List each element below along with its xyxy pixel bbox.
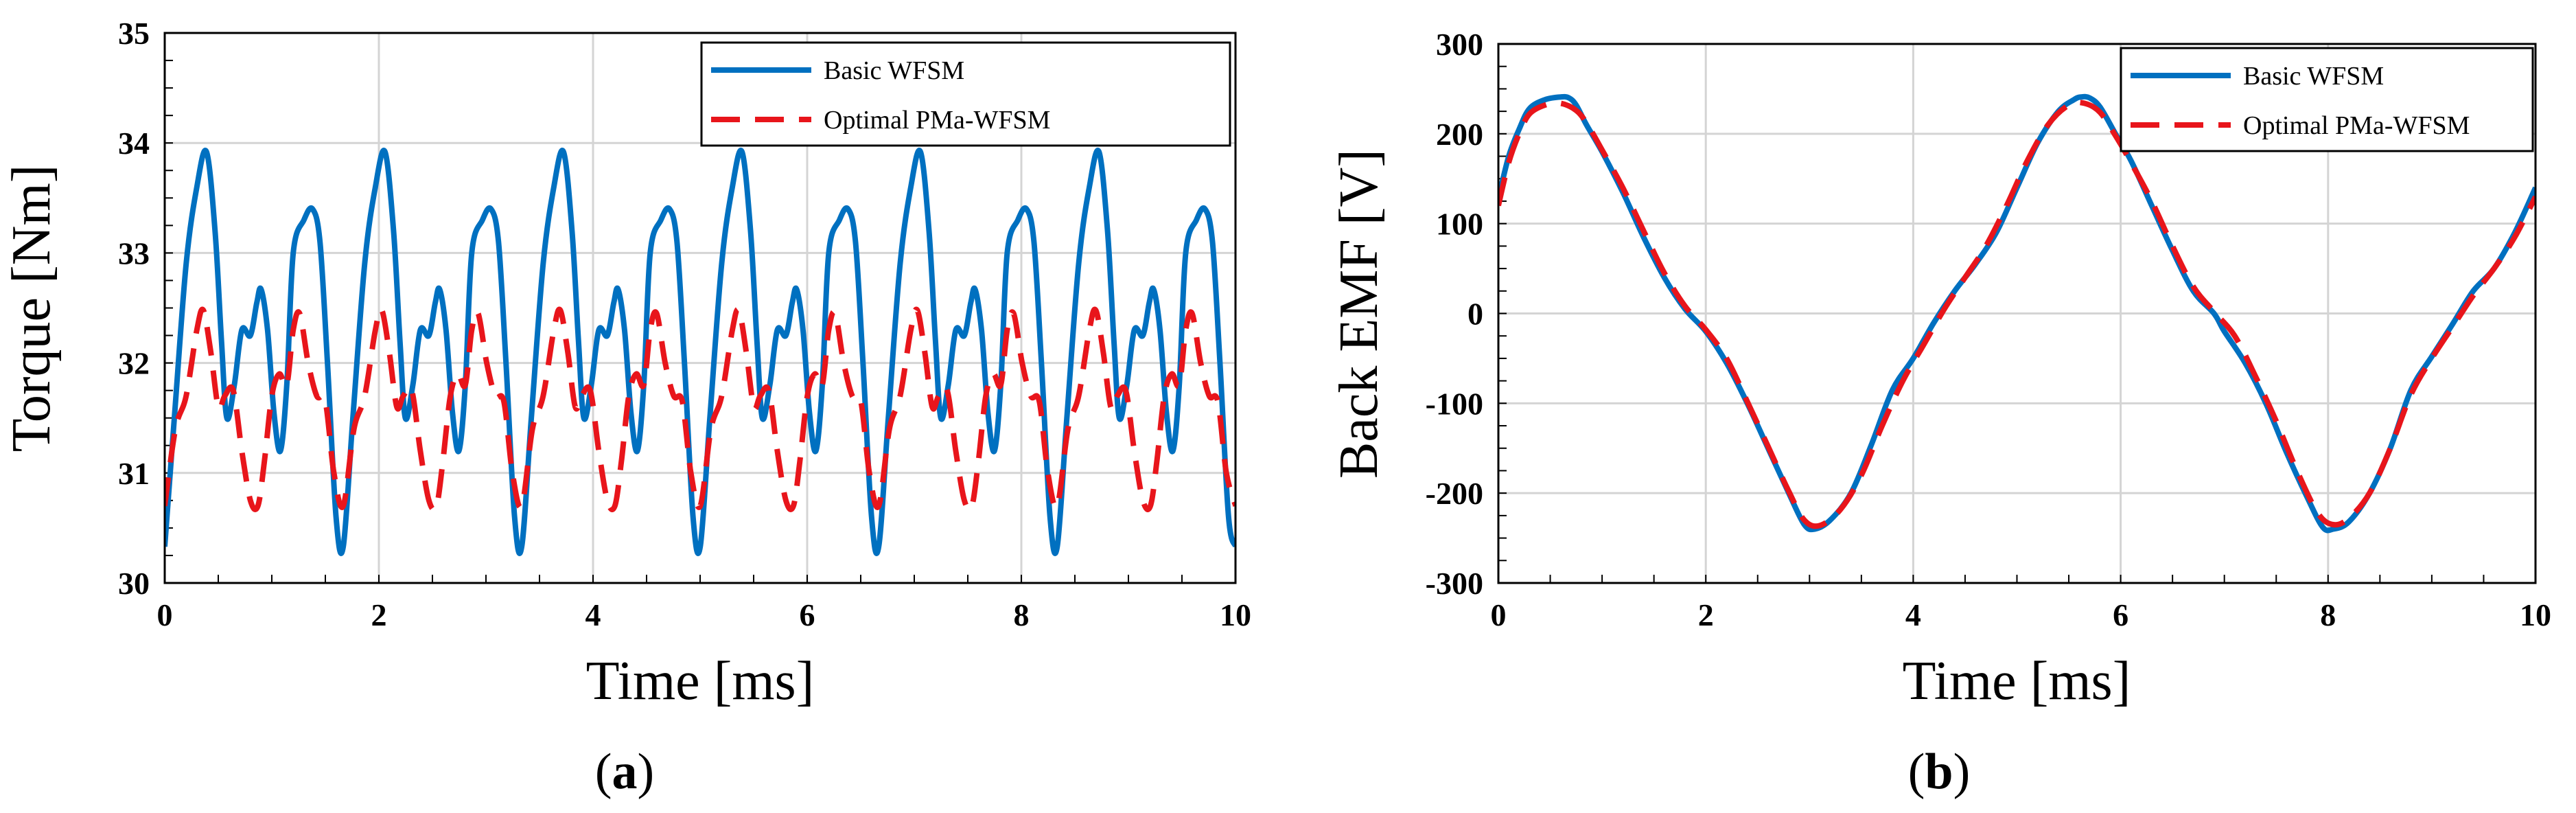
y-tick-label: -100 [1426, 386, 1483, 421]
series-line-optimal-pma-wfsm [1498, 100, 2536, 529]
plot-frame [1497, 43, 2537, 584]
y-axis-title: Torque [Nm] [1, 165, 62, 453]
x-axis-title: Time [ms] [586, 651, 815, 711]
y-tick-label: 30 [118, 566, 150, 601]
legend-label: Basic WFSM [2243, 62, 2384, 91]
x-tick-label: 0 [157, 597, 173, 632]
x-tick-label: 6 [2113, 597, 2128, 632]
legend-box [700, 41, 1231, 147]
y-tick-label: 33 [118, 236, 150, 271]
chart-panel-b: 0 2 4 6 8 10 -300 -200 -100 0 100 200 300 Basic WFSM O… [1329, 27, 2551, 800]
caption-close: ) [1953, 744, 1971, 800]
legend-label: Basic WFSM [824, 56, 964, 85]
y-tick-label: -200 [1426, 476, 1483, 511]
caption-letter: a [612, 744, 638, 800]
caption-open: ( [1908, 744, 1925, 800]
caption-close: ) [638, 744, 655, 800]
x-tick-label: 8 [2320, 597, 2336, 632]
x-axis-title: Time [ms] [1903, 651, 2131, 711]
y-axis-title: Back EMF [V] [1329, 149, 1389, 479]
y-tick-label: 0 [1467, 297, 1483, 332]
caption-open: ( [595, 744, 612, 800]
series-line-basic-wfsm [165, 148, 1235, 556]
chart-panel-a: 0 2 4 6 8 10 30 31 32 33 34 35 Basic WFSM Optimal PMa… [1, 16, 1251, 800]
x-tick-label: 10 [2520, 597, 2551, 632]
legend-box [2120, 47, 2534, 152]
caption-letter: b [1925, 744, 1953, 800]
y-tick-label: 100 [1436, 207, 1483, 242]
legend-label: Optimal PMa-WFSM [2243, 111, 2470, 140]
x-tick-label: 0 [1491, 597, 1507, 632]
y-tick-label: 300 [1436, 27, 1483, 62]
x-tick-label: 8 [1014, 597, 1030, 632]
legend: Basic WFSM Optimal PMa-WFSM [2120, 47, 2534, 152]
y-tick-label: 31 [118, 456, 150, 491]
legend: Basic WFSM Optimal PMa-WFSM [700, 41, 1231, 147]
x-tick-label: 4 [585, 597, 601, 632]
x-tick-label: 2 [1698, 597, 1714, 632]
y-tick-label: 32 [118, 346, 150, 381]
plot-frame [163, 32, 1237, 584]
panel-caption: (a) [595, 744, 654, 800]
y-tick-label: -300 [1426, 566, 1483, 601]
series-line-optimal-pma-wfsm [165, 306, 1235, 512]
x-tick-label: 10 [1220, 597, 1251, 632]
x-tick-label: 4 [1905, 597, 1921, 632]
y-tick-label: 35 [118, 16, 150, 51]
x-tick-label: 6 [800, 597, 815, 632]
panel-caption: (b) [1908, 744, 1970, 800]
x-tick-label: 2 [371, 597, 387, 632]
y-tick-label: 200 [1436, 117, 1483, 152]
legend-label: Optimal PMa-WFSM [824, 106, 1050, 135]
y-tick-label: 34 [118, 126, 150, 161]
